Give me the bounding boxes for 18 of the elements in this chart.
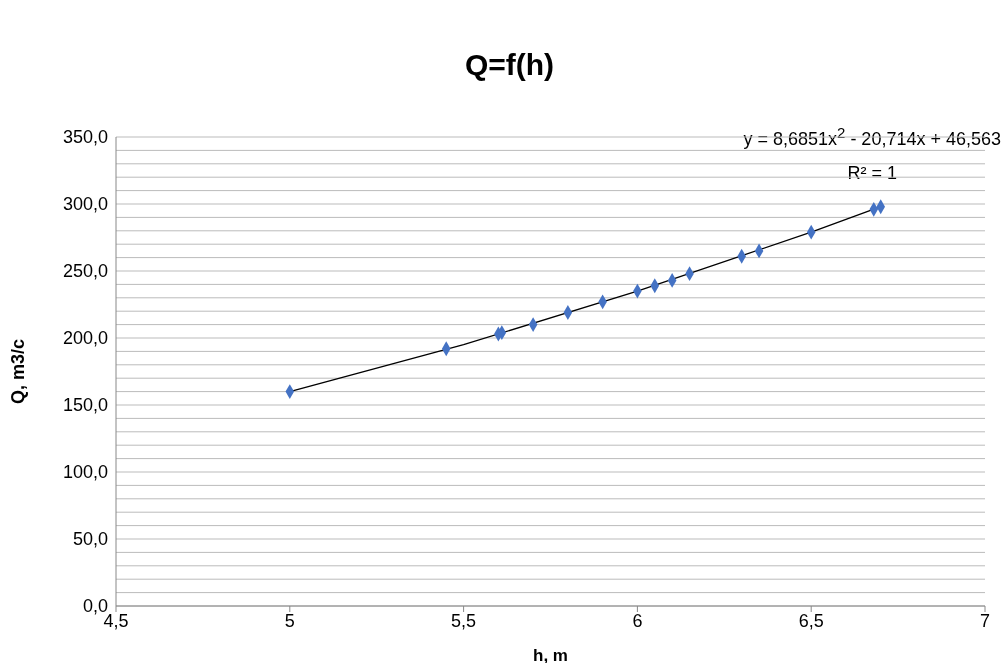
y-tick-label: 200,0 <box>62 328 108 349</box>
y-tick-label: 300,0 <box>62 194 108 215</box>
y-tick-label: 50,0 <box>72 529 108 550</box>
annotation: y = 8,6851x$^{2}$ - 20,714x + 46,563 <box>743 123 1001 151</box>
y-tick-label: 0,0 <box>82 596 108 617</box>
x-tick-label: 5 <box>284 610 295 631</box>
x-axis-title: h, m <box>533 646 568 663</box>
annotation: R² = 1 <box>846 162 898 185</box>
y-tick-label: 150,0 <box>62 395 108 416</box>
y-tick-label: 250,0 <box>62 261 108 282</box>
x-tick-label: 6,5 <box>798 610 824 631</box>
chart-title: Q=f(h) <box>463 48 556 82</box>
y-tick-label: 350,0 <box>62 127 108 148</box>
x-tick-label: 7 <box>979 610 991 631</box>
y-tick-label: 100,0 <box>62 462 108 483</box>
x-tick-label: 6 <box>632 610 643 631</box>
x-tick-label: 5,5 <box>451 610 477 631</box>
y-axis-title: Q, m3/c <box>8 338 29 405</box>
